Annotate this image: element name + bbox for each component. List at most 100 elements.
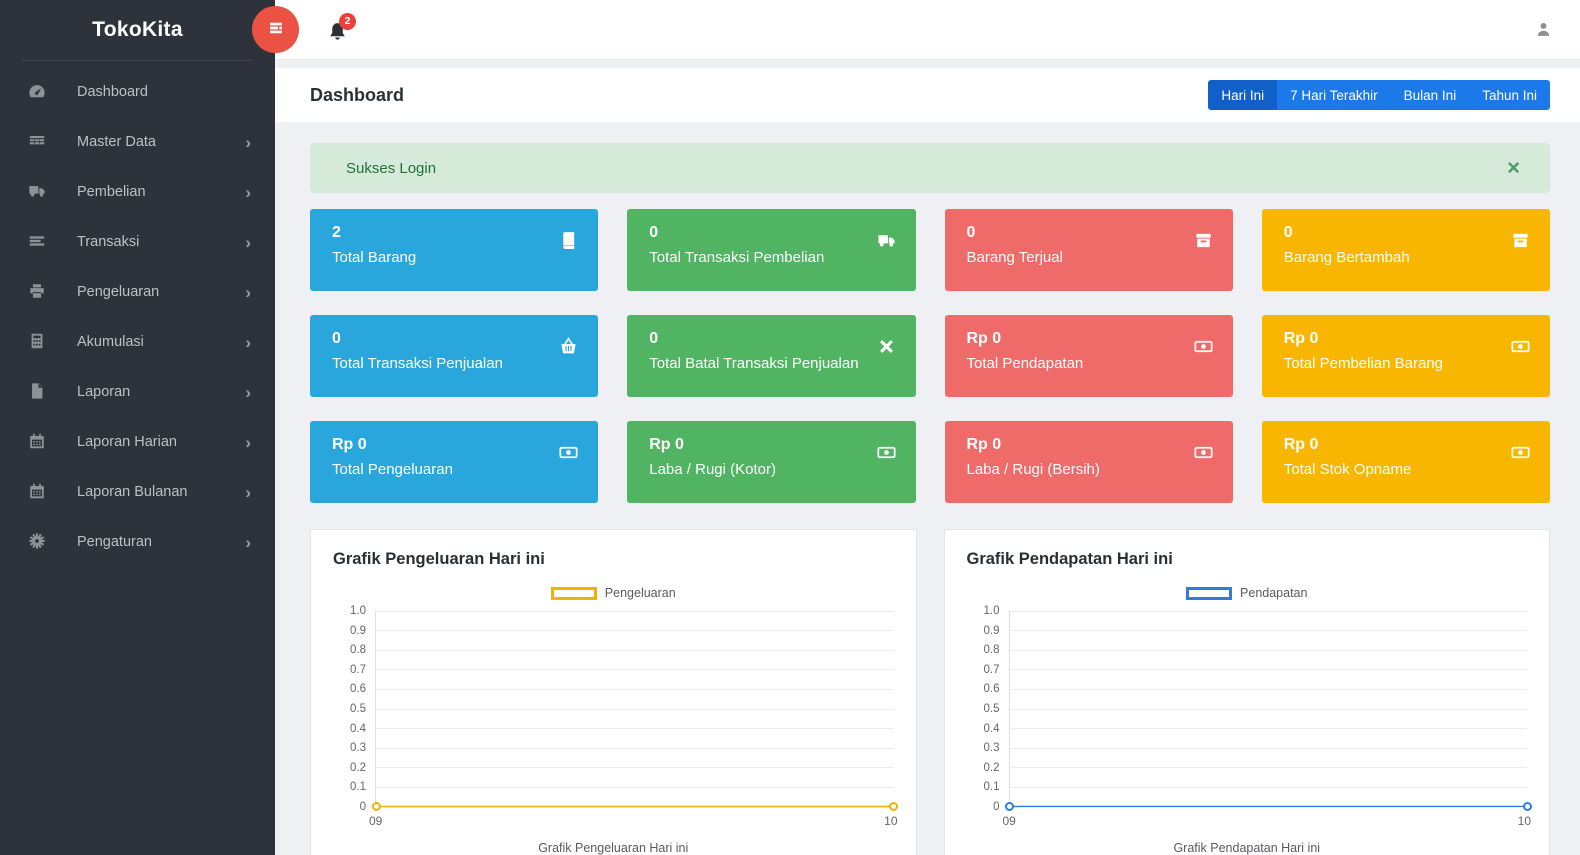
sidebar-item-laporan-harian[interactable]: Laporan Harian › — [0, 417, 275, 467]
stat-card-total-transaksi-pembelian[interactable]: 0 Total Transaksi Pembelian — [627, 209, 916, 291]
gridline — [376, 767, 894, 769]
x-tick-label: 09 — [369, 814, 383, 828]
sidebar-item-label: Laporan Harian — [77, 434, 177, 450]
x-axis: 09 10 — [1003, 814, 1532, 828]
y-tick-label: 0.4 — [983, 722, 1000, 735]
sidebar-item-pembelian[interactable]: Pembelian › — [0, 167, 275, 217]
stat-card-value: 0 — [966, 224, 976, 241]
sidebar-item-label: Laporan Bulanan — [77, 484, 188, 500]
filter-7-hari-terakhir[interactable]: 7 Hari Terakhir — [1277, 80, 1391, 110]
gridline — [1009, 688, 1527, 690]
sidebar-toggle-button[interactable] — [252, 6, 299, 53]
page-header: Dashboard Hari Ini 7 Hari Terakhir Bulan I… — [275, 68, 1580, 122]
alert-close-button[interactable]: × — [1507, 155, 1520, 180]
money-icon — [1194, 443, 1213, 462]
stat-card-total-transaksi-penjualan[interactable]: 0 Total Transaksi Penjualan — [310, 315, 599, 397]
gridline — [376, 708, 894, 710]
x-axis-title: Grafik Pengeluaran Hari ini — [538, 841, 689, 855]
notifications-button[interactable]: 2 — [327, 12, 356, 43]
y-tick-label: 0.6 — [350, 683, 366, 696]
stat-card-label: Laba / Rugi (Bersih) — [966, 461, 1100, 478]
chevron-right-icon: › — [245, 532, 251, 552]
y-tick-label: 0.5 — [350, 703, 366, 715]
legend-label: Pengeluaran — [604, 586, 676, 600]
y-tick-label: 0.6 — [983, 683, 1000, 696]
gridline — [1009, 806, 1527, 808]
stat-card-value: 2 — [332, 224, 341, 241]
sidebar-item-transaksi[interactable]: Transaksi › — [0, 217, 275, 267]
sidebar-divider — [22, 60, 253, 61]
sidebar-item-laporan-bulanan[interactable]: Laporan Bulanan › — [0, 467, 275, 517]
stat-card-total-barang[interactable]: 2 Total Barang — [310, 209, 599, 291]
stat-card-label: Total Pendapatan — [966, 355, 1084, 372]
sidebar-item-pengeluaran[interactable]: Pengeluaran › — [0, 267, 275, 317]
charts-row: Grafik Pengeluaran Hari ini Pengeluaran 1.… — [310, 529, 1550, 855]
stat-card-label: Laba / Rugi (Kotor) — [649, 461, 776, 478]
y-tick-label: 0 — [993, 801, 1000, 813]
legend-label: Pendapatan — [1240, 586, 1308, 600]
chart-title: Grafik Pengeluaran Hari ini — [333, 550, 545, 568]
app-title: TokoKita — [92, 18, 183, 41]
user-menu-button[interactable] — [1535, 21, 1552, 38]
stat-card-label: Total Stok Opname — [1283, 461, 1412, 478]
gridline — [376, 610, 894, 612]
list-icon — [28, 232, 48, 252]
y-tick-label: 0.9 — [350, 624, 366, 637]
main-content: Sukses Login × 2 Total Barang 0 Total Trans… — [275, 122, 1580, 855]
calendar-icon — [28, 432, 48, 452]
sidebar-item-master-data[interactable]: Master Data › — [0, 117, 275, 167]
stat-card-label: Total Barang — [332, 249, 417, 266]
chevron-right-icon: › — [245, 282, 251, 302]
y-tick-label: 0.8 — [983, 644, 1000, 657]
gridline — [1009, 630, 1527, 632]
stat-card-total-pendapatan[interactable]: Rp 0 Total Pendapatan — [944, 315, 1233, 397]
sidebar-item-label: Dashboard — [77, 84, 148, 100]
stat-cards-grid: 2 Total Barang 0 Total Transaksi Pembelian 0… — [310, 209, 1550, 503]
stat-card-total-pengeluaran[interactable]: Rp 0 Total Pengeluaran — [310, 421, 599, 503]
topbar: 2 — [252, 0, 1580, 60]
stat-card-total-batal-transaksi-penjualan[interactable]: 0 Total Batal Transaksi Penjualan — [627, 315, 916, 397]
legend-swatch — [1186, 586, 1233, 600]
stat-card-barang-terjual[interactable]: 0 Barang Terjual — [944, 209, 1233, 291]
sidebar-item-dashboard[interactable]: Dashboard — [0, 67, 275, 117]
data-point-marker[interactable] — [889, 801, 898, 811]
sidebar: TokoKita Dashboard Master Data › Pembelian ›… — [0, 0, 275, 855]
stat-card-value: 0 — [649, 224, 659, 241]
gridline — [1009, 747, 1527, 749]
chart-legend: Pendapatan — [967, 585, 1528, 601]
chart-title: Grafik Pendapatan Hari ini — [966, 550, 1173, 568]
stat-card-laba-rugi-kotor[interactable]: Rp 0 Laba / Rugi (Kotor) — [627, 421, 916, 503]
money-icon — [559, 443, 578, 462]
filter-hari-ini[interactable]: Hari Ini — [1208, 80, 1278, 110]
data-point-marker[interactable] — [1522, 801, 1532, 811]
stat-card-label: Barang Terjual — [966, 249, 1063, 266]
chart-plot-area: 1.0 0.9 0.8 0.7 0.6 0.5 0.4 0.3 0.2 0.1 0 — [967, 605, 1532, 813]
stat-card-laba-rugi-bersih[interactable]: Rp 0 Laba / Rugi (Bersih) — [944, 421, 1233, 503]
sidebar-item-laporan[interactable]: Laporan › — [0, 367, 275, 417]
legend-swatch — [550, 586, 597, 600]
money-icon — [1511, 443, 1530, 462]
gear-icon — [28, 532, 48, 552]
data-point-marker[interactable] — [371, 801, 381, 811]
y-tick-label: 1.0 — [350, 605, 366, 617]
y-tick-label: 0.2 — [350, 761, 366, 774]
y-tick-label: 0.7 — [983, 663, 1000, 676]
calculator-icon — [28, 332, 48, 352]
filter-bulan-ini[interactable]: Bulan Ini — [1390, 80, 1470, 110]
filter-tahun-ini[interactable]: Tahun Ini — [1469, 80, 1550, 110]
archive-icon — [1194, 231, 1213, 250]
sidebar-item-label: Pengaturan — [77, 534, 152, 550]
chevron-right-icon: › — [245, 332, 251, 352]
y-tick-label: 0.8 — [350, 644, 366, 657]
stat-card-total-stok-opname[interactable]: Rp 0 Total Stok Opname — [1261, 421, 1550, 503]
y-tick-label: 0.2 — [983, 761, 1000, 774]
stat-card-total-pembelian-barang[interactable]: Rp 0 Total Pembelian Barang — [1261, 315, 1550, 397]
sidebar-item-pengaturan[interactable]: Pengaturan › — [0, 517, 275, 567]
sidebar-item-akumulasi[interactable]: Akumulasi › — [0, 317, 275, 367]
data-point-marker[interactable] — [1005, 801, 1014, 811]
notification-badge: 2 — [339, 12, 356, 30]
page-title: Dashboard — [310, 84, 405, 105]
y-tick-label: 0 — [359, 801, 366, 813]
y-tick-label: 0.3 — [350, 742, 366, 755]
stat-card-barang-bertambah[interactable]: 0 Barang Bertambah — [1261, 209, 1550, 291]
